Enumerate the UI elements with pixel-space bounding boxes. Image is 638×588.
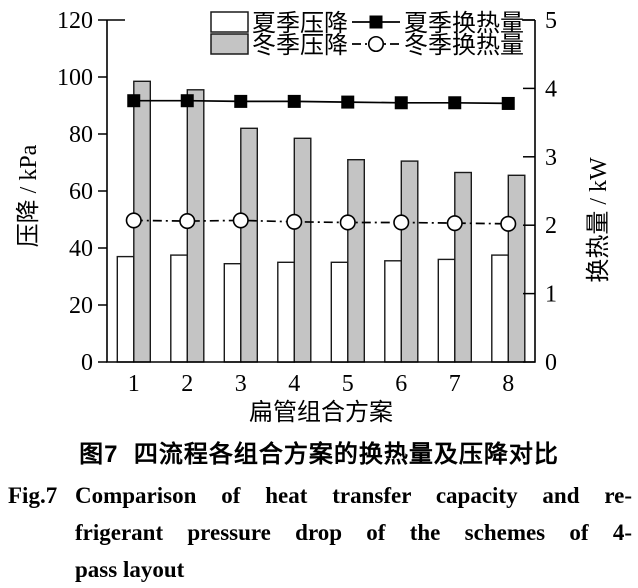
- marker-summer-heat-transfer: [448, 96, 462, 110]
- marker-summer-heat-transfer: [127, 94, 141, 108]
- caption-cn: 图7 四流程各组合方案的换热量及压降对比: [79, 441, 559, 468]
- bar-winter-pressure-drop-8: [507, 174, 526, 363]
- legend-label-winter-heat-transfer: 冬季换热量: [404, 32, 524, 59]
- marker-summer-heat-transfer: [180, 94, 194, 108]
- caption-en: Fig.7 Comparison of heat transfer capaci…: [0, 477, 638, 588]
- marker-summer-heat-transfer: [394, 96, 408, 110]
- marker-summer-heat-transfer: [501, 96, 515, 110]
- right-axis-tick-label: 4: [545, 76, 557, 102]
- line-winter-heat-transfer: [133, 219, 509, 225]
- bar-summer-pressure-drop-5: [330, 261, 349, 363]
- bar-summer-pressure-drop-2: [170, 254, 189, 363]
- right-axis-tick-label: 2: [545, 213, 557, 239]
- bar-summer-pressure-drop-3: [223, 263, 242, 363]
- left-axis-title: 压降 / kPa: [15, 144, 42, 247]
- right-axis-tick-label: 1: [545, 282, 557, 308]
- x-axis-tick-label: 7: [449, 371, 461, 397]
- bar-summer-pressure-drop-1: [116, 255, 135, 363]
- left-axis-tick-label: 20: [69, 293, 93, 319]
- marker-winter-heat-transfer: [367, 35, 385, 53]
- bar-summer-pressure-drop-6: [384, 260, 402, 363]
- left-axis-tick-label: 100: [57, 65, 93, 91]
- marker-winter-heat-transfer: [446, 215, 463, 232]
- caption-en-line-3: pass layout: [75, 557, 185, 582]
- legend-label-winter-pressure-drop: 冬季压降: [252, 32, 348, 59]
- legend-swatch-summer-pressure-drop: [210, 11, 249, 33]
- right-axis-tick-label: 3: [545, 145, 557, 171]
- left-axis-tick-label: 120: [57, 8, 93, 34]
- bar-summer-pressure-drop-8: [491, 254, 509, 363]
- chart-area: 0 20 40 60 80 100 120 0 1 2 3 4 5 1 2 3 4 5 6 7 8 扁管组合方案 压降 / …: [15, 5, 612, 426]
- marker-winter-heat-transfer: [125, 212, 142, 229]
- marker-winter-heat-transfer: [339, 214, 356, 231]
- legend-swatch-winter-pressure-drop: [210, 33, 249, 55]
- x-axis-tick-label: 8: [502, 371, 514, 397]
- legend-label-summer-heat-transfer: 夏季换热量: [404, 10, 524, 37]
- bar-winter-pressure-drop-6: [400, 160, 419, 363]
- bar-winter-pressure-drop-7: [454, 171, 472, 363]
- right-axis-title: 换热量 / kW: [585, 157, 612, 283]
- left-axis-tick-label: 60: [69, 179, 93, 205]
- marker-summer-heat-transfer: [341, 95, 355, 109]
- caption-en-fig-label: Fig.7: [8, 483, 58, 508]
- left-axis-tick-label: 80: [69, 122, 93, 148]
- marker-winter-heat-transfer: [286, 213, 303, 230]
- right-axis-tick-label: 0: [545, 350, 557, 376]
- left-axis-tick-label: 0: [81, 350, 93, 376]
- marker-winter-heat-transfer: [232, 212, 249, 229]
- bar-summer-pressure-drop-7: [437, 258, 456, 363]
- x-axis-tick-label: 5: [342, 371, 354, 397]
- marker-winter-heat-transfer: [179, 213, 196, 230]
- x-axis-tick-label: 1: [128, 371, 140, 397]
- line-summer-heat-transfer: [133, 99, 509, 105]
- x-axis-tick-label: 2: [181, 371, 193, 397]
- marker-summer-heat-transfer: [369, 15, 383, 29]
- bar-winter-pressure-drop-3: [240, 127, 259, 363]
- legend-background: [200, 5, 522, 57]
- x-axis-tick-label: 3: [235, 371, 247, 397]
- bar-winter-pressure-drop-5: [347, 158, 365, 363]
- marker-summer-heat-transfer: [287, 94, 301, 108]
- caption-en-line-1: Comparison of heat transfer capacity and…: [75, 483, 632, 508]
- legend-label-summer-pressure-drop: 夏季压降: [252, 10, 348, 37]
- marker-winter-heat-transfer: [393, 214, 410, 231]
- marker-winter-heat-transfer: [500, 215, 517, 232]
- caption-en-line-2: frigerant pressure drop of the schemes o…: [75, 520, 632, 545]
- x-axis-tick-label: 6: [395, 371, 407, 397]
- bar-summer-pressure-drop-4: [277, 261, 295, 363]
- x-axis-title: 扁管组合方案: [249, 399, 393, 426]
- x-axis-tick-label: 4: [288, 371, 300, 397]
- marker-summer-heat-transfer: [234, 94, 248, 108]
- bar-winter-pressure-drop-4: [293, 137, 312, 363]
- right-axis-tick-label: 5: [545, 8, 557, 34]
- chart-svg: 0 20 40 60 80 100 120 0 1 2 3 4 5 1 2 3 4 5 6 7 8 扁管组合方案 压降 / …: [15, 5, 612, 426]
- left-axis-tick-label: 40: [69, 236, 93, 262]
